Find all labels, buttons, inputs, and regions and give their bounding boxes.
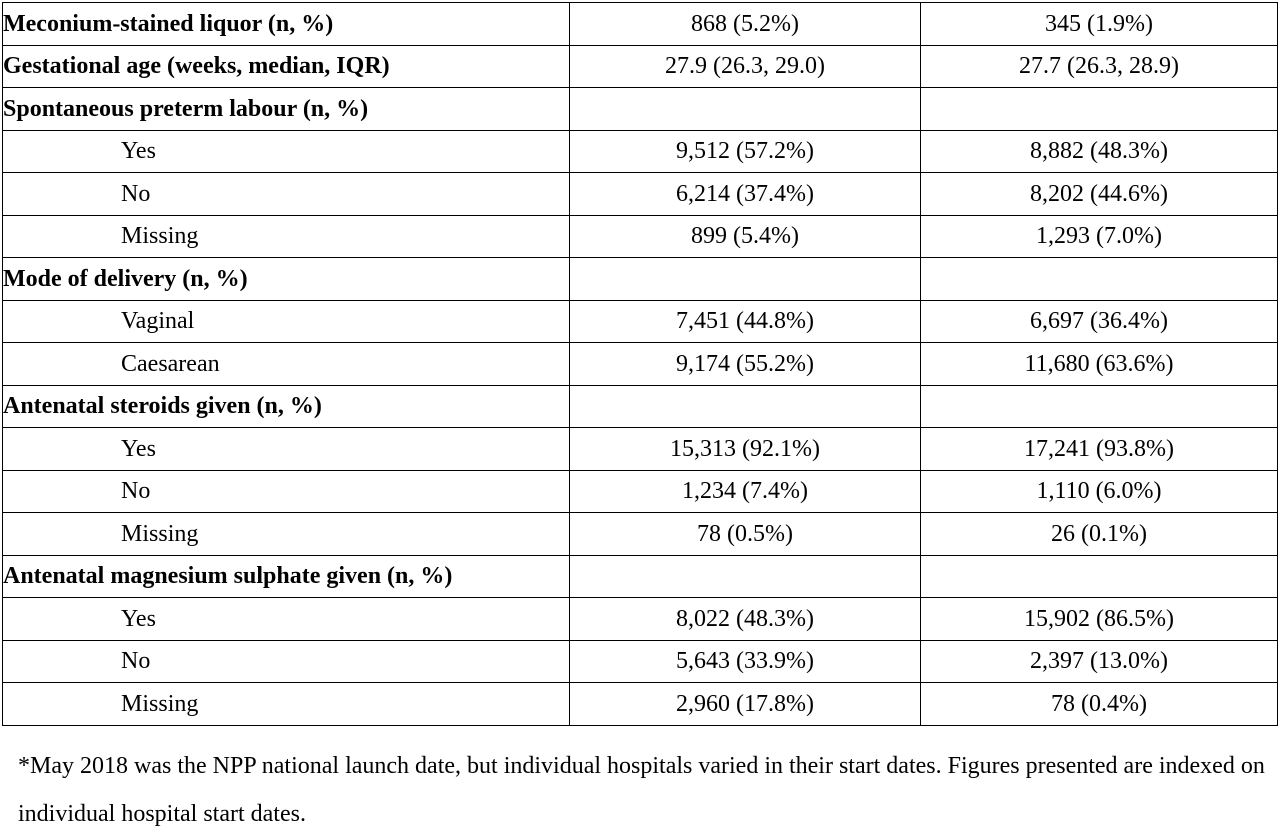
cell-period-2: 15,902 (86.5%) [920,597,1278,641]
cell-period-2 [920,384,1278,428]
cell-period-1: 7,451 (44.8%) [569,299,921,343]
row-header-label: Meconium-stained liquor (n, %) [2,2,570,46]
cell-period-1: 78 (0.5%) [569,512,921,556]
row-header-label: Antenatal steroids given (n, %) [2,384,570,428]
cell-period-1: 9,512 (57.2%) [569,129,921,173]
cell-period-1: 6,214 (37.4%) [569,172,921,216]
cell-period-2: 11,680 (63.6%) [920,342,1278,386]
row-header-label: Spontaneous preterm labour (n, %) [2,87,570,131]
row-sub-label: Yes [2,427,570,471]
table-row: Missing 78 (0.5%) 26 (0.1%) [2,512,1278,556]
cell-period-2: 345 (1.9%) [920,2,1278,46]
row-sub-label: No [2,639,570,683]
row-sub-label: Missing [2,512,570,556]
table-row: Spontaneous preterm labour (n, %) [2,87,1278,131]
table-row: Gestational age (weeks, median, IQR) 27.9… [2,44,1278,88]
cell-period-2: 8,202 (44.6%) [920,172,1278,216]
cell-period-1: 899 (5.4%) [569,214,921,258]
cell-period-2 [920,257,1278,301]
table-row: Yes 8,022 (48.3%) 15,902 (86.5%) [2,597,1278,641]
table-row: Caesarean 9,174 (55.2%) 11,680 (63.6%) [2,342,1278,386]
cell-period-2 [920,554,1278,598]
table-row: Yes 9,512 (57.2%) 8,882 (48.3%) [2,129,1278,173]
cell-period-2 [920,87,1278,131]
table-row: Vaginal 7,451 (44.8%) 6,697 (36.4%) [2,299,1278,343]
cell-period-1: 2,960 (17.8%) [569,682,921,726]
table-row: Antenatal magnesium sulphate given (n, %… [2,554,1278,598]
row-sub-label: No [2,469,570,513]
cell-period-1: 9,174 (55.2%) [569,342,921,386]
cell-period-2: 6,697 (36.4%) [920,299,1278,343]
cell-period-1 [569,87,921,131]
table-row: Meconium-stained liquor (n, %) 868 (5.2%)… [2,2,1278,46]
table-row: No 6,214 (37.4%) 8,202 (44.6%) [2,172,1278,216]
cell-period-2: 1,293 (7.0%) [920,214,1278,258]
table-row: Missing 2,960 (17.8%) 78 (0.4%) [2,682,1278,726]
footnote: *May 2018 was the NPP national launch da… [18,753,1265,827]
cell-period-1 [569,384,921,428]
cell-period-2: 8,882 (48.3%) [920,129,1278,173]
row-sub-label: Missing [2,214,570,258]
cell-period-1 [569,257,921,301]
row-header-label: Gestational age (weeks, median, IQR) [2,44,570,88]
cell-period-1: 5,643 (33.9%) [569,639,921,683]
cell-period-2: 1,110 (6.0%) [920,469,1278,513]
table-row: Missing 899 (5.4%) 1,293 (7.0%) [2,214,1278,258]
row-sub-label: No [2,172,570,216]
cell-period-1: 27.9 (26.3, 29.0) [569,44,921,88]
table-body: Meconium-stained liquor (n, %) 868 (5.2%)… [2,2,1278,726]
row-sub-label: Yes [2,129,570,173]
cell-period-1: 868 (5.2%) [569,2,921,46]
table-row: Yes 15,313 (92.1%) 17,241 (93.8%) [2,427,1278,471]
row-sub-label: Vaginal [2,299,570,343]
table-row: No 5,643 (33.9%) 2,397 (13.0%) [2,639,1278,683]
table-row: No 1,234 (7.4%) 1,110 (6.0%) [2,469,1278,513]
row-header-label: Mode of delivery (n, %) [2,257,570,301]
cell-period-1: 8,022 (48.3%) [569,597,921,641]
data-table: Meconium-stained liquor (n, %) 868 (5.2%)… [2,2,1278,726]
row-sub-label: Yes [2,597,570,641]
cell-period-2: 78 (0.4%) [920,682,1278,726]
cell-period-1 [569,554,921,598]
cell-period-2: 26 (0.1%) [920,512,1278,556]
cell-period-2: 27.7 (26.3, 28.9) [920,44,1278,88]
table-row: Antenatal steroids given (n, %) [2,384,1278,428]
cell-period-2: 17,241 (93.8%) [920,427,1278,471]
table-row: Mode of delivery (n, %) [2,257,1278,301]
cell-period-1: 15,313 (92.1%) [569,427,921,471]
row-sub-label: Caesarean [2,342,570,386]
row-sub-label: Missing [2,682,570,726]
cell-period-2: 2,397 (13.0%) [920,639,1278,683]
cell-period-1: 1,234 (7.4%) [569,469,921,513]
row-header-label: Antenatal magnesium sulphate given (n, %… [2,554,570,598]
